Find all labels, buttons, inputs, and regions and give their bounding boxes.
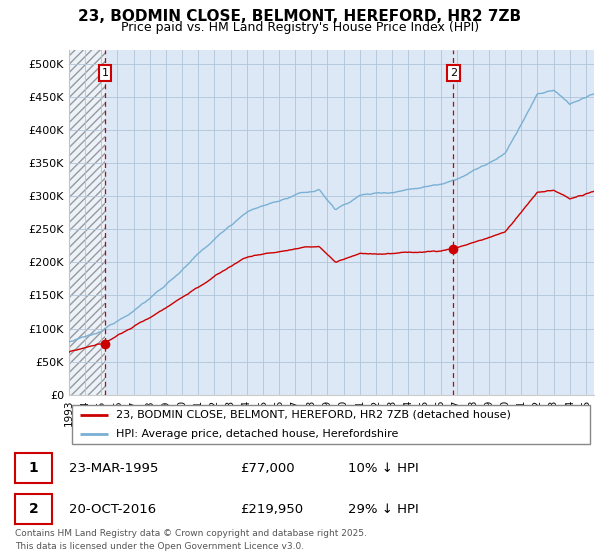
Text: 20-OCT-2016: 20-OCT-2016 [69,502,156,516]
Text: 2: 2 [29,502,38,516]
FancyBboxPatch shape [15,453,52,483]
Text: 23, BODMIN CLOSE, BELMONT, HEREFORD, HR2 7ZB: 23, BODMIN CLOSE, BELMONT, HEREFORD, HR2… [79,9,521,24]
Text: HPI: Average price, detached house, Herefordshire: HPI: Average price, detached house, Here… [116,430,398,439]
Bar [69,50,105,395]
Bar [69,50,105,395]
Text: 10% ↓ HPI: 10% ↓ HPI [348,461,419,475]
Text: £219,950: £219,950 [240,502,303,516]
Text: Contains HM Land Registry data © Crown copyright and database right 2025.
This d: Contains HM Land Registry data © Crown c… [15,529,367,550]
Text: 23, BODMIN CLOSE, BELMONT, HEREFORD, HR2 7ZB (detached house): 23, BODMIN CLOSE, BELMONT, HEREFORD, HR2… [116,410,511,420]
Text: 29% ↓ HPI: 29% ↓ HPI [348,502,419,516]
FancyBboxPatch shape [15,494,52,524]
Text: 2: 2 [450,68,457,78]
Text: £77,000: £77,000 [240,461,295,475]
Text: 1: 1 [101,68,109,78]
Text: 23-MAR-1995: 23-MAR-1995 [69,461,158,475]
Text: Price paid vs. HM Land Registry's House Price Index (HPI): Price paid vs. HM Land Registry's House … [121,21,479,34]
Text: 1: 1 [29,461,38,475]
FancyBboxPatch shape [71,405,590,444]
